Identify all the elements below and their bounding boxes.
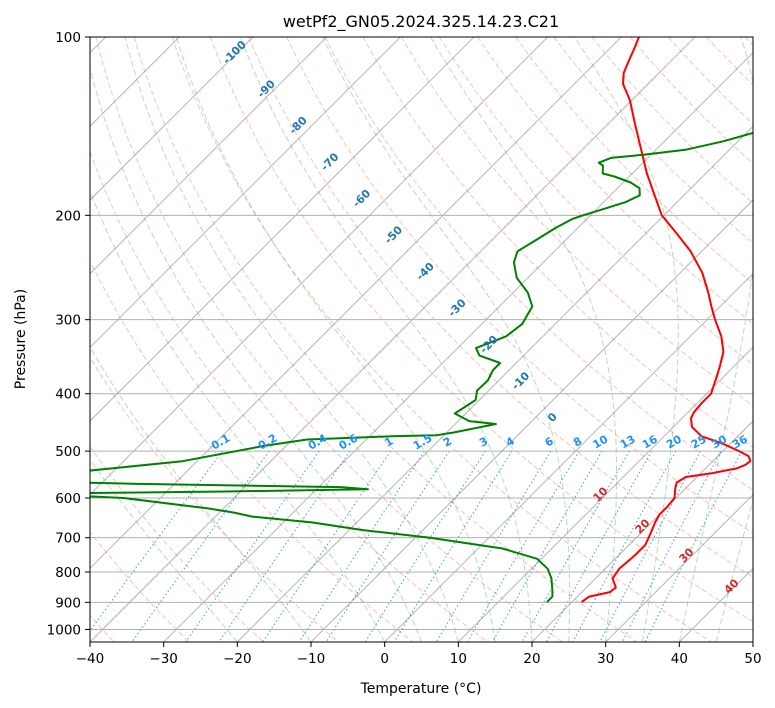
y-tick-label: 800 bbox=[55, 565, 81, 581]
x-tick-label: 30 bbox=[597, 651, 614, 667]
mixing-ratio-line bbox=[521, 450, 630, 642]
isotherm-line bbox=[237, 125, 753, 642]
sounding-series bbox=[90, 37, 753, 603]
dry-adiabat-line bbox=[90, 445, 264, 642]
y-tick-label: 100 bbox=[55, 30, 81, 46]
mixing-ratio-line bbox=[435, 450, 552, 642]
moist-adiabat-line bbox=[90, 458, 238, 642]
mixing-ratio-line bbox=[131, 450, 270, 642]
dry-adiabat-line bbox=[95, 37, 563, 642]
x-tick-label: 0 bbox=[380, 651, 389, 667]
x-tick-label: 40 bbox=[671, 651, 688, 667]
dewpoint-line bbox=[90, 131, 753, 603]
isotherm-line bbox=[384, 273, 753, 642]
x-tick-label: 50 bbox=[744, 651, 761, 667]
isotherm-line bbox=[90, 37, 254, 201]
x-tick-label: −10 bbox=[297, 651, 326, 667]
mixing-ratio-line bbox=[599, 450, 701, 642]
isotherm-line bbox=[163, 52, 753, 642]
moist-adiabat-line bbox=[322, 37, 571, 642]
moist-adiabat-line bbox=[678, 37, 753, 642]
dry-adiabat-line bbox=[171, 37, 712, 642]
mixing-ratio-line bbox=[467, 450, 580, 642]
dry-adiabat-line bbox=[133, 37, 638, 642]
mixing-ratio-line bbox=[218, 450, 351, 642]
dry-adiabat-line bbox=[400, 37, 753, 407]
y-tick-label: 700 bbox=[55, 531, 81, 547]
isotherm-line bbox=[90, 37, 548, 496]
moist-adiabat-line bbox=[124, 37, 459, 642]
isotherm-line bbox=[90, 37, 696, 642]
dry-adiabat-line bbox=[515, 37, 753, 284]
mixing-ratio-line bbox=[185, 450, 320, 642]
y-tick-label: 500 bbox=[55, 444, 81, 460]
x-tick-label: 10 bbox=[450, 651, 467, 667]
moist-adiabat-line bbox=[90, 345, 312, 642]
x-tick-label: −30 bbox=[149, 651, 178, 667]
moist-adiabat-line bbox=[430, 37, 617, 642]
x-axis-label: Temperature (°C) bbox=[360, 681, 482, 697]
dry-adiabat-line bbox=[248, 37, 753, 578]
dry-adiabat-line bbox=[286, 37, 753, 534]
y-tick-label: 400 bbox=[55, 387, 81, 403]
x-tick-label: −20 bbox=[223, 651, 252, 667]
moist-adiabat-line bbox=[175, 37, 496, 642]
isotherm-line bbox=[90, 37, 401, 348]
isotherm-line bbox=[90, 37, 475, 422]
y-tick-label: 200 bbox=[55, 208, 81, 224]
isotherm-line bbox=[90, 37, 327, 275]
mixing-ratio-line bbox=[545, 450, 653, 642]
mixing-ratio-line bbox=[621, 450, 722, 642]
x-tick-label: 20 bbox=[523, 651, 540, 667]
mixing-ratio-line bbox=[491, 450, 603, 642]
plot-frame bbox=[89, 36, 754, 643]
moist-adiabat-line bbox=[574, 37, 679, 642]
plot-background bbox=[90, 37, 753, 642]
isotherm-line bbox=[90, 37, 622, 569]
isotherm-line bbox=[605, 494, 753, 642]
moist-adiabat-line bbox=[90, 189, 386, 642]
mixing-ratio-line bbox=[572, 450, 677, 642]
y-tick-label: 600 bbox=[55, 491, 81, 507]
axes: −40 −30 −20 −10 0 10 20 30 40 50 100 200 300 400 500 60… bbox=[47, 30, 762, 667]
isotherm-line bbox=[458, 346, 753, 642]
isotherm-line bbox=[310, 199, 753, 642]
dry-adiabat-line bbox=[553, 37, 753, 244]
y-axis-label: Pressure (hPa) bbox=[13, 289, 29, 389]
y-tick-label: 1000 bbox=[47, 622, 81, 638]
y-tick-label: 300 bbox=[55, 313, 81, 329]
dry-adiabat-line bbox=[438, 37, 753, 366]
moist-adiabat-line bbox=[239, 37, 533, 642]
y-tick-label: 900 bbox=[55, 595, 81, 611]
x-tick-label: −40 bbox=[76, 651, 105, 667]
dry-adiabat-line bbox=[90, 259, 414, 642]
isotherm-line bbox=[531, 420, 753, 642]
dry-adiabat-line bbox=[324, 37, 753, 491]
chart-title: wetPf2_GN05.2024.325.14.23.C21 bbox=[283, 12, 559, 32]
dry-adiabat-line bbox=[210, 37, 753, 623]
temperature-line bbox=[580, 37, 752, 603]
dry-adiabat-line bbox=[90, 356, 339, 642]
mixing-ratio-line bbox=[364, 450, 486, 642]
mixing-ratio-line bbox=[393, 450, 513, 642]
dry-adiabat-line bbox=[629, 37, 753, 165]
